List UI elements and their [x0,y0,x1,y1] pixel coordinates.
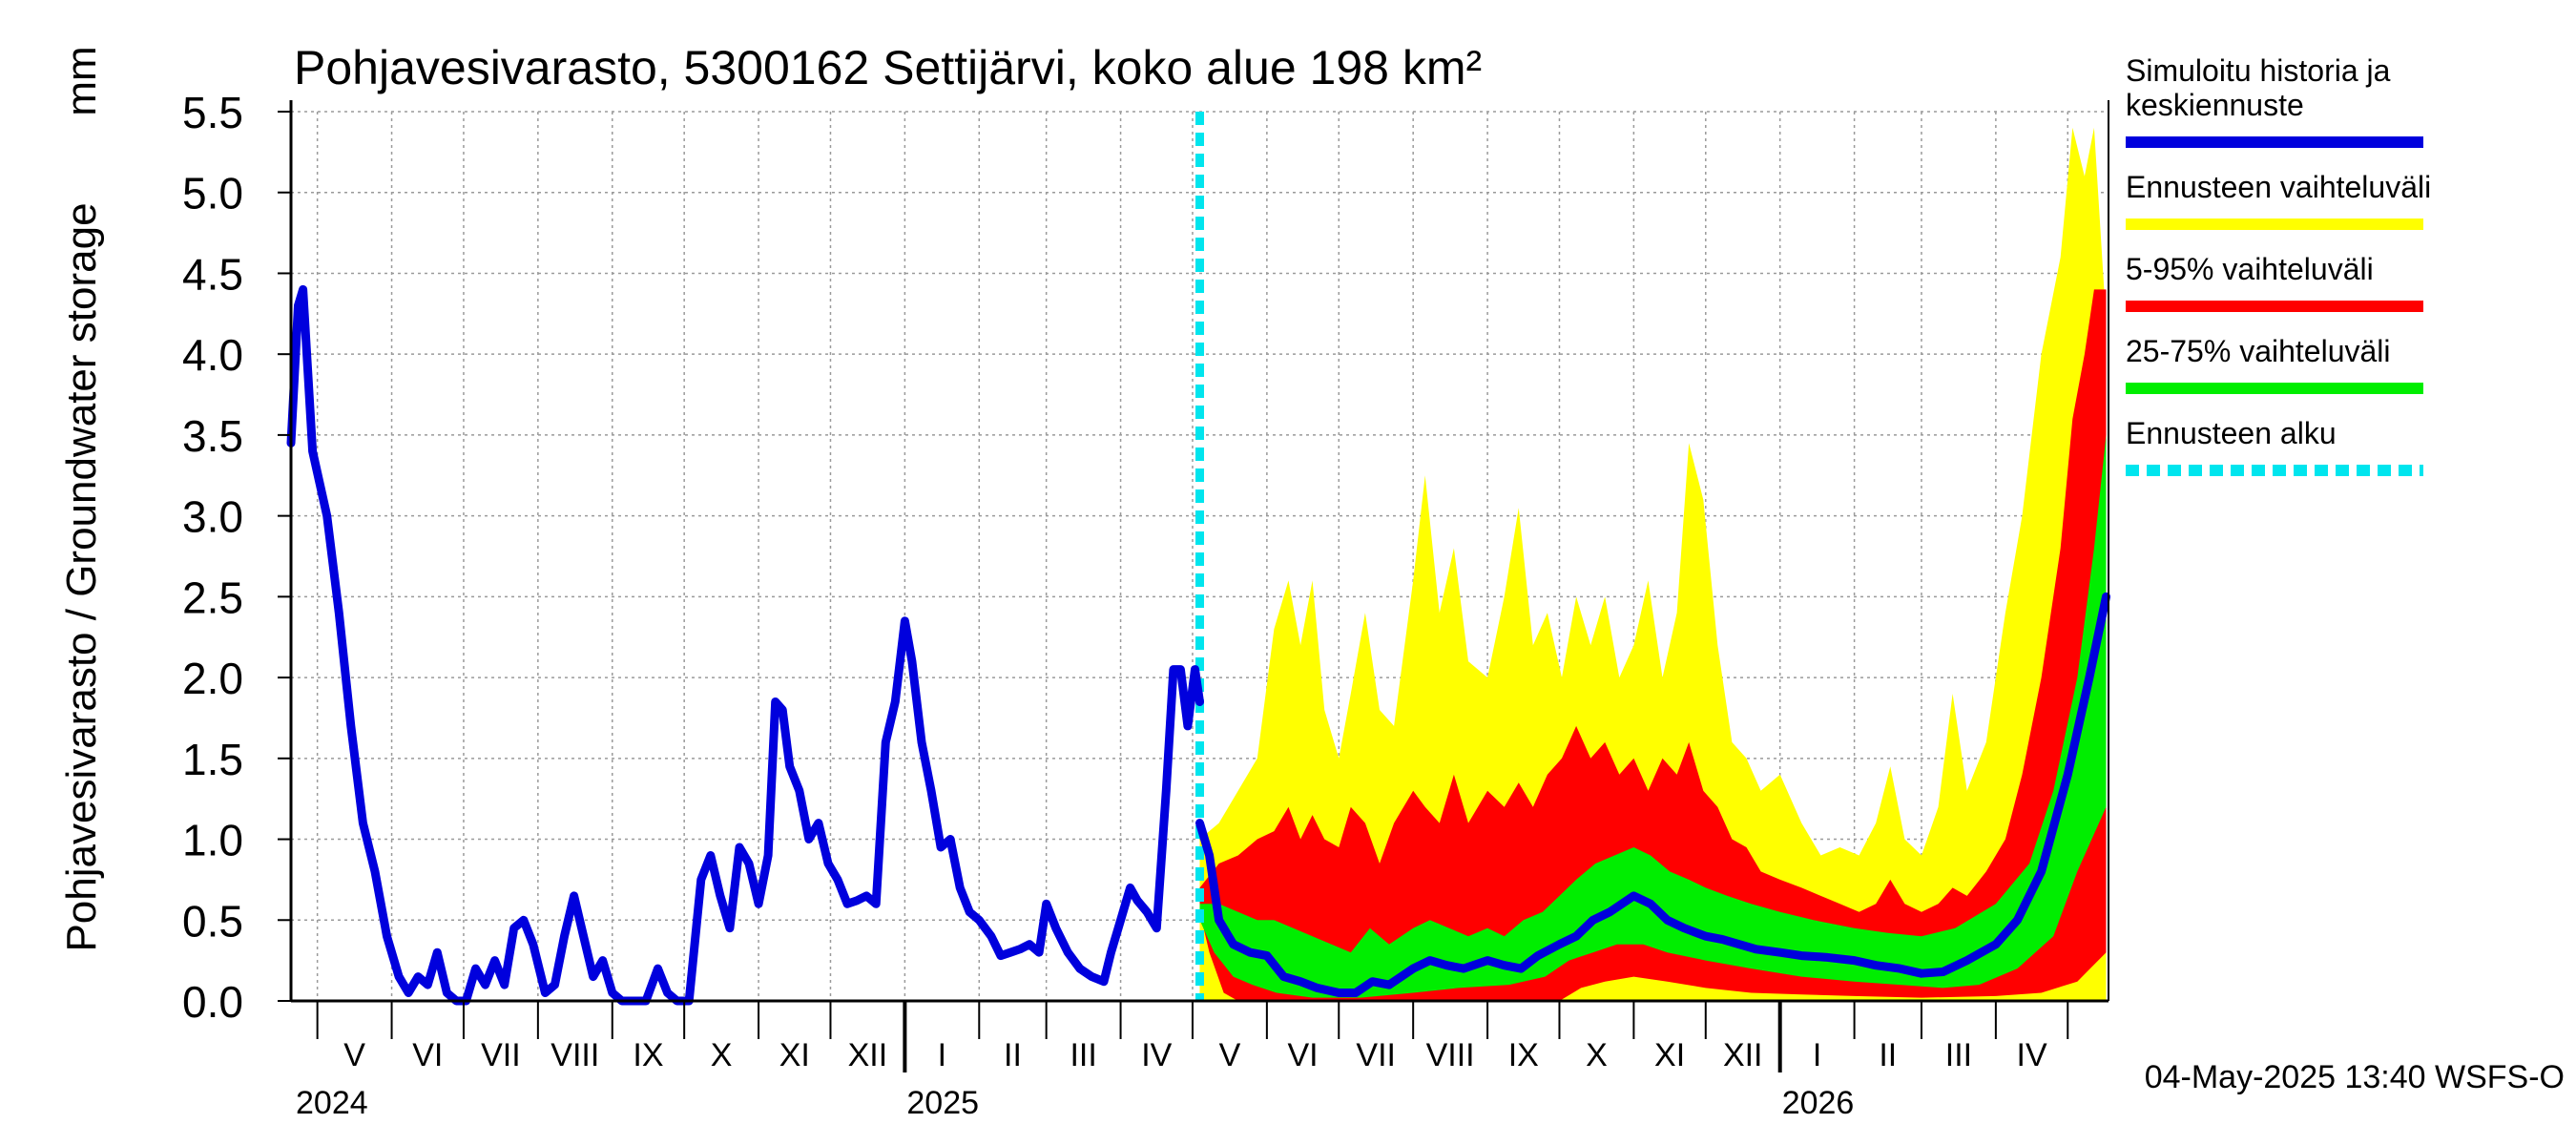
month-label: VII [1356,1037,1396,1073]
axes [278,100,2109,1072]
month-label: III [1945,1037,1972,1073]
legend-label: keskiennuste [2126,88,2304,122]
legend-label: Ennusteen vaihteluväli [2126,170,2431,204]
month-label: VII [481,1037,521,1073]
y-tick-label: 5.5 [182,88,243,137]
legend-label: Simuloitu historia ja [2126,53,2391,88]
month-label: VIII [551,1037,599,1073]
month-label: II [1004,1037,1022,1073]
month-label: X [1586,1037,1608,1073]
month-label: VI [412,1037,443,1073]
month-label: IX [1508,1037,1539,1073]
month-label: XII [1723,1037,1763,1073]
y-tick-label: 1.0 [182,816,243,865]
month-label: VI [1288,1037,1319,1073]
legend-label: 25-75% vaihteluväli [2126,334,2391,368]
y-tick-label: 4.5 [182,249,243,299]
month-label: V [1219,1037,1241,1073]
month-label: IX [633,1037,663,1073]
y-axis-unit: mm [58,46,105,115]
y-tick-label: 3.5 [182,411,243,461]
legend-label: Ennusteen alku [2126,416,2337,450]
month-label: IV [2017,1037,2047,1073]
month-label: IV [1141,1037,1172,1073]
month-label: I [1813,1037,1821,1073]
month-label: VIII [1426,1037,1475,1073]
month-label: V [343,1037,365,1073]
month-label: X [711,1037,733,1073]
month-label: III [1070,1037,1096,1073]
history-line [286,284,1204,1006]
month-label: XII [848,1037,888,1073]
band-5-95 [1199,289,2107,1001]
tick-labels: 0.00.51.01.52.02.53.03.54.04.55.05.5V VI V… [182,88,2047,1121]
y-tick-label: 2.5 [182,572,243,622]
month-label: II [1879,1037,1897,1073]
y-tick-label: 2.0 [182,654,243,703]
y-tick-label: 1.5 [182,735,243,784]
band-25-75 [1199,434,2107,998]
band-full-range [1199,127,2107,1001]
month-label: XI [1654,1037,1685,1073]
y-tick-label: 3.0 [182,492,243,542]
month-label: I [938,1037,946,1073]
y-tick-label: 0.5 [182,896,243,946]
y-tick-label: 0.0 [182,977,243,1027]
series-lines [286,112,2110,1006]
timestamp-label: 04-May-2025 13:40 WSFS-O [2145,1059,2565,1095]
year-label: 2026 [1782,1085,1855,1121]
y-tick-label: 5.0 [182,169,243,219]
month-label: XI [779,1037,810,1073]
year-label: 2025 [906,1085,979,1121]
legend-label: 5-95% vaihteluväli [2126,252,2374,286]
chart-title: Pohjavesivarasto, 5300162 Settijärvi, ko… [294,41,1482,94]
y-tick-label: 4.0 [182,330,243,380]
y-axis-label: Pohjavesivarasto / Groundwater storage [58,202,105,951]
forecast-median-line [1195,592,2110,997]
forecast-bands [1199,127,2107,1001]
year-label: 2024 [296,1085,368,1121]
